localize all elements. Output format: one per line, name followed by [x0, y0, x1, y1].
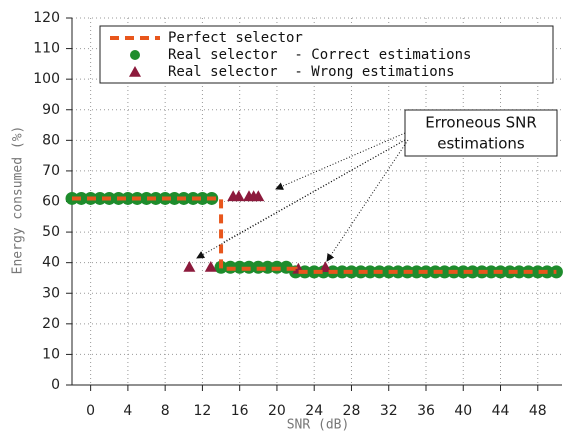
circle-point: [438, 265, 452, 279]
y-tick-label: 70: [42, 163, 60, 179]
y-tick-label: 50: [42, 224, 60, 240]
x-tick-label: 0: [86, 403, 95, 419]
circle-point: [335, 265, 349, 279]
circle-point: [93, 191, 107, 205]
annotation-box: [404, 109, 558, 157]
triangle-point: [204, 260, 217, 272]
x-tick-label: 8: [161, 403, 170, 419]
legend-swatch: [130, 50, 140, 60]
x-tick-label: 28: [343, 403, 361, 419]
triangle-point: [252, 190, 265, 202]
y-tick-label: 60: [42, 194, 60, 210]
x-tick-label: 16: [231, 403, 249, 419]
circle-point: [456, 265, 470, 279]
circle-point: [410, 265, 424, 279]
y-tick-label: 20: [42, 316, 60, 332]
annotation-arrow: [326, 139, 409, 262]
y-tick-label: 110: [33, 41, 60, 57]
x-tick-label: 20: [268, 403, 286, 419]
y-tick-label: 80: [42, 132, 60, 148]
legend-swatch: [129, 66, 141, 77]
y-tick-label: 0: [51, 377, 60, 393]
y-tick-label: 90: [42, 102, 60, 118]
circle-point: [140, 191, 154, 205]
circle-point: [121, 191, 135, 205]
annotation-arrow: [221, 139, 406, 244]
y-tick-label: 30: [42, 285, 60, 301]
y-tick-label: 10: [42, 346, 60, 362]
legend-label: Real selector - Wrong estimations: [168, 64, 455, 80]
step-line: [72, 196, 557, 274]
annotation-arrow: [196, 139, 406, 259]
circle-point: [74, 191, 88, 205]
x-tick-label: 36: [417, 403, 435, 419]
x-tick-label: 24: [305, 403, 323, 419]
annotation-arrow: [275, 132, 406, 190]
x-tick-label: 48: [529, 403, 547, 419]
legend-label: Real selector - Correct estimations: [168, 47, 471, 63]
annotation-text: estimations: [437, 135, 525, 153]
circle-point: [195, 191, 209, 205]
y-axis-label: Energy consumed (%): [11, 126, 26, 275]
triangle-point: [183, 260, 196, 272]
y-tick-label: 100: [33, 71, 60, 87]
legend-label: Perfect selector: [168, 30, 303, 46]
legend-box: [99, 25, 554, 84]
circle-point: [363, 265, 377, 279]
x-tick-label: 44: [492, 403, 510, 419]
triangle-point: [319, 261, 332, 273]
y-tick-label: 120: [33, 10, 60, 26]
y-tick-label: 40: [42, 255, 60, 271]
x-tick-label: 4: [123, 403, 132, 419]
x-tick-label: 40: [454, 403, 472, 419]
circle-point: [484, 265, 498, 279]
x-axis-label: SNR (dB): [287, 418, 350, 433]
circle-point: [531, 265, 545, 279]
triangle-point: [232, 190, 245, 202]
circle-point: [391, 265, 405, 279]
annotation-text: Erroneous SNR: [425, 114, 537, 132]
circle-point: [512, 265, 526, 279]
circle-point: [167, 191, 181, 205]
x-tick-label: 32: [380, 403, 398, 419]
x-tick-label: 12: [194, 403, 212, 419]
